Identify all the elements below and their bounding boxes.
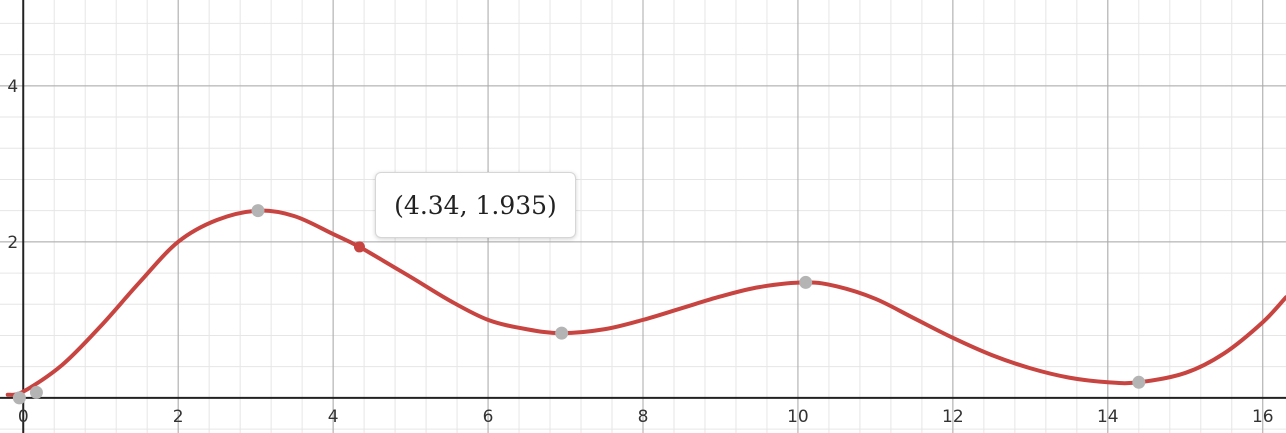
x-tick-label: 6 xyxy=(483,407,494,427)
point-of-interest[interactable] xyxy=(29,385,43,399)
x-tick-label: 14 xyxy=(1097,407,1119,427)
tick-labels: 0 2 4 6 8 10 12 14 16 2 4 xyxy=(7,77,1273,427)
point-of-interest[interactable] xyxy=(799,275,813,289)
point-of-interest[interactable] xyxy=(1132,375,1146,389)
x-tick-label: 2 xyxy=(173,407,184,427)
curve-line[interactable] xyxy=(5,208,1286,397)
point-of-interest[interactable] xyxy=(555,326,569,340)
x-tick-label: 12 xyxy=(942,407,964,427)
traced-point[interactable] xyxy=(353,241,365,253)
y-tick-label: 2 xyxy=(7,233,18,253)
x-tick-label: 10 xyxy=(787,407,809,427)
y-tick-label: 4 xyxy=(7,77,18,97)
curves[interactable] xyxy=(5,208,1286,397)
x-tick-label: 16 xyxy=(1252,407,1274,427)
coordinate-tooltip-label: (4.34, 1.935) xyxy=(394,190,557,220)
x-tick-label: 0 xyxy=(18,407,29,427)
x-tick-label: 4 xyxy=(328,407,339,427)
points[interactable] xyxy=(12,204,1146,405)
point-of-interest[interactable] xyxy=(12,391,26,405)
coordinate-tooltip: (4.34, 1.935) xyxy=(375,172,576,238)
point-of-interest[interactable] xyxy=(251,204,265,218)
x-tick-label: 8 xyxy=(638,407,649,427)
